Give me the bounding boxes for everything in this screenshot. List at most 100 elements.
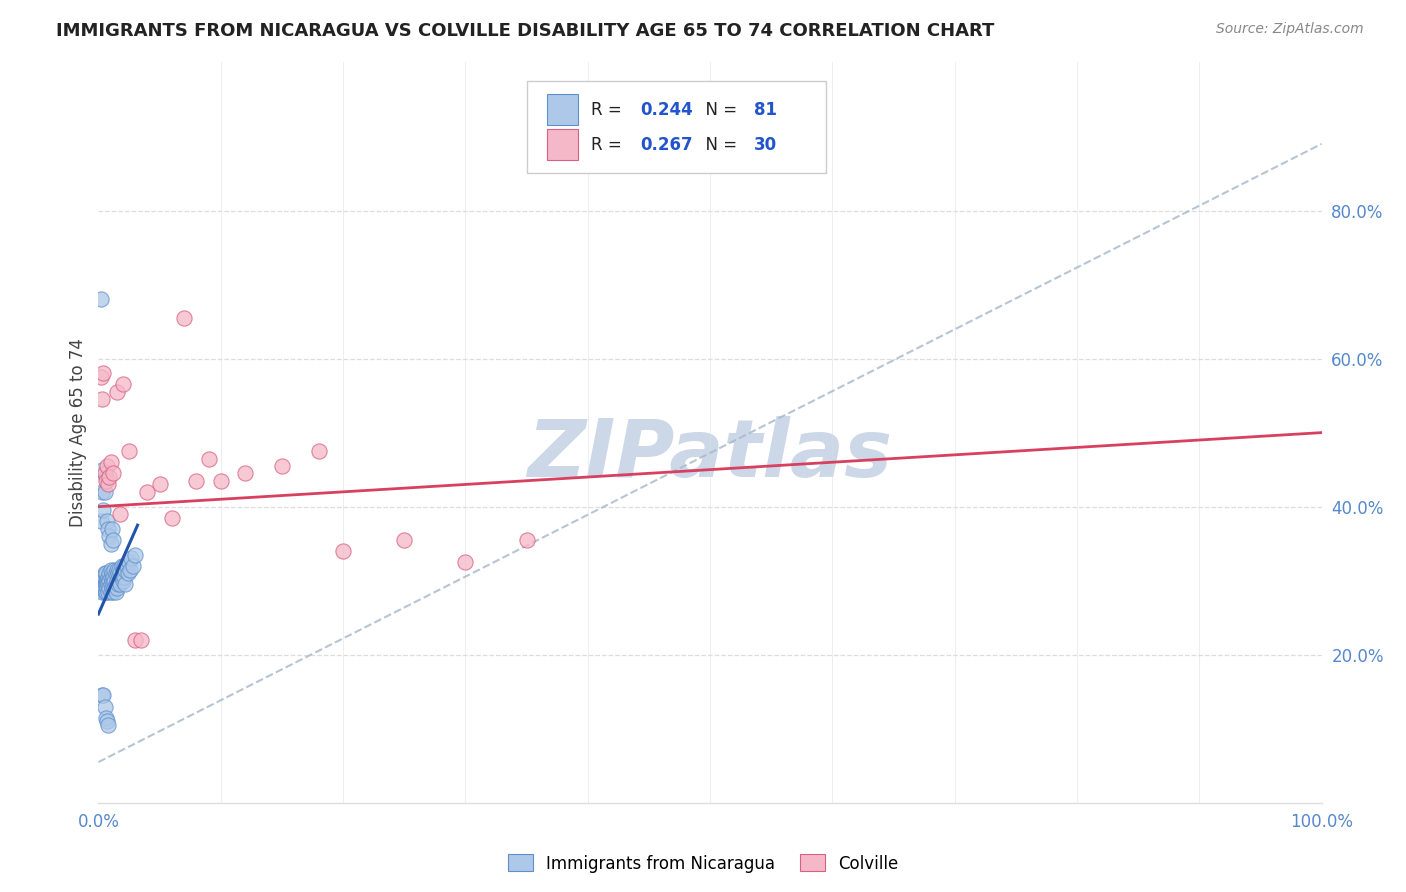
Point xyxy=(94,574,117,588)
Point xyxy=(108,574,131,588)
FancyBboxPatch shape xyxy=(526,81,827,173)
Point xyxy=(97,718,120,732)
Point xyxy=(104,577,127,591)
Point xyxy=(96,577,118,591)
Point xyxy=(91,689,114,703)
Point xyxy=(96,458,118,473)
Point xyxy=(120,551,142,566)
Point xyxy=(332,544,354,558)
Point xyxy=(101,570,124,584)
Text: N =: N = xyxy=(696,136,742,153)
Point xyxy=(197,451,219,466)
Point xyxy=(124,632,146,647)
Point xyxy=(120,563,142,577)
Point xyxy=(93,584,115,599)
Point xyxy=(103,581,125,595)
Point xyxy=(124,548,146,562)
Point xyxy=(90,370,112,384)
Point xyxy=(97,584,120,599)
Point xyxy=(93,566,115,581)
Point xyxy=(96,581,118,595)
Point xyxy=(90,577,112,591)
Point xyxy=(112,570,135,584)
Point xyxy=(114,563,136,577)
Point xyxy=(105,581,128,595)
Point xyxy=(94,711,117,725)
Point xyxy=(111,574,134,588)
Point xyxy=(93,699,115,714)
Legend: Immigrants from Nicaragua, Colville: Immigrants from Nicaragua, Colville xyxy=(501,847,905,880)
Point xyxy=(91,392,114,407)
FancyBboxPatch shape xyxy=(547,129,578,161)
Point xyxy=(91,570,114,584)
Point xyxy=(110,566,132,581)
Point xyxy=(308,444,330,458)
Point xyxy=(90,293,112,307)
Point xyxy=(98,566,121,581)
Point xyxy=(94,470,117,484)
Point xyxy=(97,477,120,491)
Point xyxy=(454,555,477,569)
Point xyxy=(101,581,124,595)
Point xyxy=(111,377,134,392)
Point xyxy=(233,467,256,481)
Point xyxy=(94,474,117,488)
Point xyxy=(101,533,124,547)
Point xyxy=(515,533,537,547)
Text: IMMIGRANTS FROM NICARAGUA VS COLVILLE DISABILITY AGE 65 TO 74 CORRELATION CHART: IMMIGRANTS FROM NICARAGUA VS COLVILLE DI… xyxy=(56,22,994,40)
Text: R =: R = xyxy=(592,136,627,153)
Point xyxy=(118,555,141,569)
Point xyxy=(101,584,124,599)
Point xyxy=(100,536,122,550)
Point xyxy=(96,515,118,529)
Point xyxy=(107,566,129,581)
Point xyxy=(105,384,128,399)
Point xyxy=(93,581,115,595)
Point xyxy=(93,577,115,591)
Point xyxy=(114,577,136,591)
Point xyxy=(115,558,138,573)
Text: 81: 81 xyxy=(754,101,778,119)
Point xyxy=(93,467,115,481)
Text: Source: ZipAtlas.com: Source: ZipAtlas.com xyxy=(1216,22,1364,37)
Point xyxy=(91,484,114,499)
Point xyxy=(90,515,112,529)
Point xyxy=(100,563,122,577)
Point xyxy=(97,570,120,584)
Point xyxy=(91,689,114,703)
Point xyxy=(118,444,141,458)
Point xyxy=(94,566,117,581)
Point xyxy=(91,462,114,476)
Point xyxy=(101,577,124,591)
Point xyxy=(108,563,131,577)
Text: R =: R = xyxy=(592,101,627,119)
Point xyxy=(104,566,127,581)
Point xyxy=(111,570,134,584)
Point xyxy=(111,558,134,573)
Point xyxy=(93,484,115,499)
Point xyxy=(186,474,208,488)
Point xyxy=(101,566,124,581)
Point xyxy=(105,563,128,577)
Text: 0.244: 0.244 xyxy=(640,101,693,119)
Point xyxy=(104,584,127,599)
Point xyxy=(136,484,159,499)
Point xyxy=(101,574,124,588)
Point xyxy=(97,522,120,536)
Point xyxy=(91,503,114,517)
Point xyxy=(121,558,143,573)
Point xyxy=(117,566,139,581)
Point xyxy=(91,574,114,588)
Point xyxy=(105,574,128,588)
Point xyxy=(91,367,114,381)
Point xyxy=(91,581,114,595)
Point xyxy=(96,574,118,588)
Point xyxy=(149,477,172,491)
Point xyxy=(160,510,183,524)
Text: 30: 30 xyxy=(754,136,778,153)
Point xyxy=(209,474,232,488)
Point xyxy=(103,574,125,588)
Point xyxy=(270,458,294,473)
Point xyxy=(98,574,121,588)
Point xyxy=(112,558,135,573)
